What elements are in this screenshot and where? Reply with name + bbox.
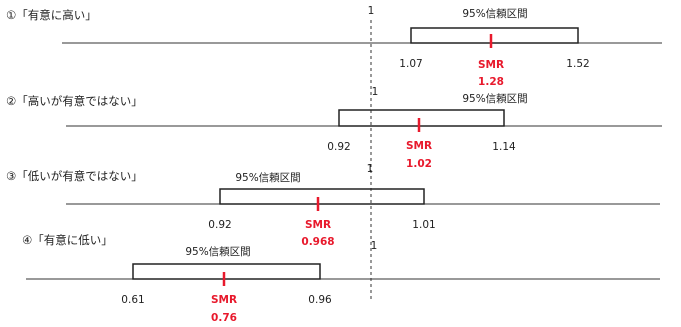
ci-upper-label: 1.01 xyxy=(412,219,435,231)
ci-lower-label: 0.92 xyxy=(327,141,350,153)
ci-upper-label: 1.52 xyxy=(566,58,589,70)
reference-label: 1 xyxy=(367,163,374,175)
reference-label: 1 xyxy=(371,240,378,252)
ci-box xyxy=(338,109,505,127)
panel-title: ④「有意に低い」 xyxy=(22,233,113,247)
smr-label: SMR xyxy=(478,59,504,71)
smr-value: 1.02 xyxy=(406,158,432,170)
ci-upper-label: 0.96 xyxy=(308,294,332,306)
smr-value: 0.968 xyxy=(301,236,334,248)
smr-value: 1.28 xyxy=(478,76,504,88)
panel-title: ②「高いが有意ではない」 xyxy=(6,94,143,108)
ci-box xyxy=(410,27,579,44)
ci-lower-label: 1.07 xyxy=(399,58,422,70)
ci-lower-label: 0.92 xyxy=(208,219,231,231)
ci-label: 95%信頼区間 xyxy=(462,8,527,20)
ci-label: 95%信頼区間 xyxy=(185,246,250,258)
ci-label: 95%信頼区間 xyxy=(462,93,527,105)
smr-value: 0.76 xyxy=(211,312,237,324)
reference-label: 1 xyxy=(368,5,375,17)
panel-title: ③「低いが有意ではない」 xyxy=(6,169,143,183)
panel-4: ④「有意に低い」 1 95%信頼区間 0.61 0.96 SMR 0.76 xyxy=(22,233,660,324)
ci-label: 95%信頼区間 xyxy=(235,172,300,184)
panel-title: ①「有意に高い」 xyxy=(6,8,97,22)
ci-upper-label: 1.14 xyxy=(492,141,516,153)
reference-label: 1 xyxy=(372,86,379,98)
ci-lower-label: 0.61 xyxy=(121,294,144,306)
panel-3: ③「低いが有意ではない」 1 95%信頼区間 0.92 1.01 SMR 0.9… xyxy=(6,163,660,248)
smr-label: SMR xyxy=(211,294,237,306)
ci-box xyxy=(132,263,321,280)
ci-box xyxy=(219,188,425,205)
smr-label: SMR xyxy=(406,140,432,152)
panel-1: ①「有意に高い」 1 95%信頼区間 1.07 1.52 SMR 1.28 xyxy=(6,5,662,88)
smr-label: SMR xyxy=(305,219,331,231)
panel-2: ②「高いが有意ではない」 1 95%信頼区間 0.92 1.14 SMR 1.0… xyxy=(6,86,662,170)
